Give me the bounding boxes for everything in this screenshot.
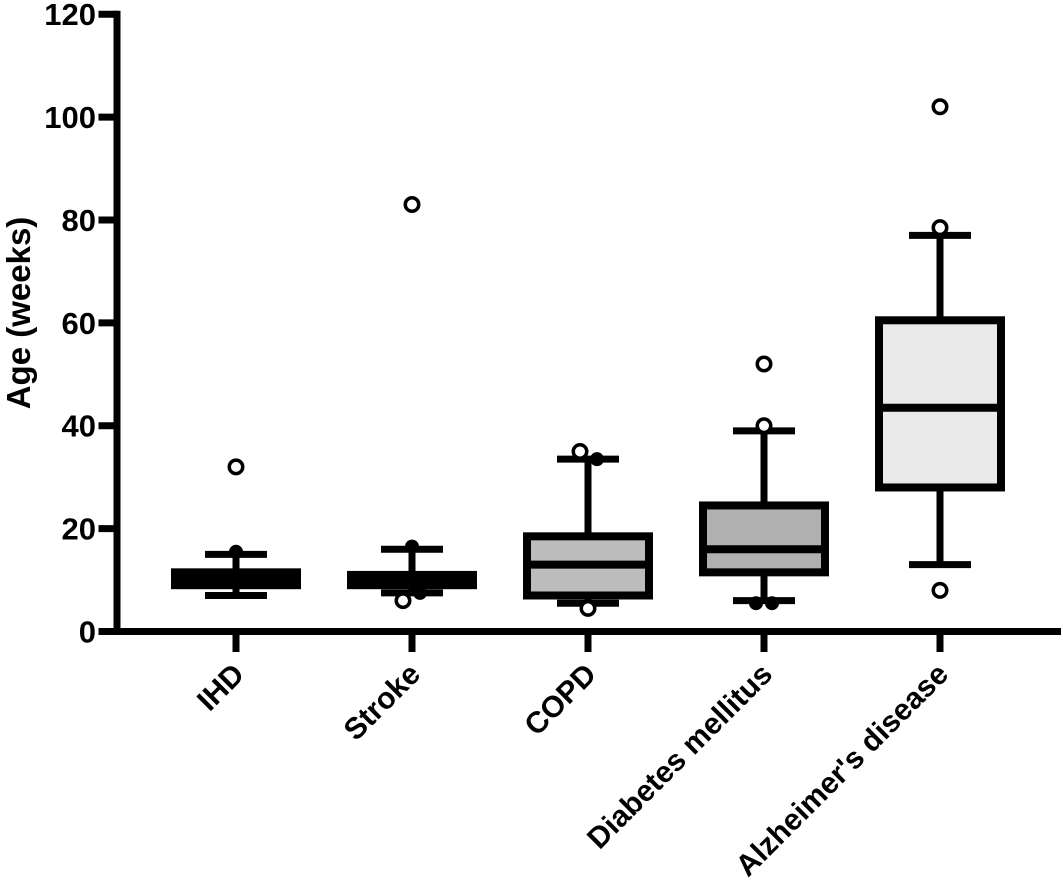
data-point-open	[931, 98, 949, 116]
data-point-open	[227, 458, 245, 476]
boxplot-alzheimer-s-disease	[875, 98, 1005, 599]
data-point-open	[571, 442, 589, 460]
y-axis-title: Age (weeks)	[0, 217, 37, 410]
data-point-filled	[765, 596, 779, 611]
boxplot-stroke	[347, 196, 477, 610]
x-category-label-stroke: Stroke	[338, 658, 427, 747]
y-tick-label-40: 40	[62, 409, 96, 444]
x-category-label-ihd: IHD	[191, 658, 251, 718]
y-tick-label-80: 80	[62, 203, 96, 238]
y-tick-label-120: 120	[44, 0, 96, 32]
y-tick-label-0: 0	[79, 615, 96, 650]
y-axis-tick-labels: 0 20 40 60 80 100 120	[44, 0, 96, 650]
data-point-filled	[749, 596, 763, 611]
boxplot-diabetes-mellitus	[699, 355, 829, 611]
data-point-filled	[229, 544, 243, 559]
data-point-open	[579, 599, 597, 617]
y-tick-label-100: 100	[44, 100, 96, 135]
data-point-open	[931, 219, 949, 237]
data-point-filled	[590, 452, 604, 467]
x-category-label-diabetes-mellitus: Diabetes mellitus	[581, 658, 779, 856]
iqr-box	[699, 501, 829, 577]
box-plots	[171, 98, 1005, 617]
boxplot-copd	[523, 442, 653, 617]
data-point-open	[403, 196, 421, 214]
y-axis-ticks	[98, 10, 117, 635]
y-tick-label-60: 60	[62, 306, 96, 341]
boxplot-ihd	[171, 458, 301, 599]
data-point-open	[394, 592, 412, 610]
y-tick-label-20: 20	[62, 512, 96, 547]
data-point-open	[755, 417, 773, 435]
x-category-label-copd: COPD	[518, 658, 603, 743]
data-point-filled	[413, 585, 427, 600]
data-point-open	[755, 355, 773, 373]
x-axis-ticks	[232, 631, 944, 652]
data-point-filled	[405, 539, 419, 554]
data-point-open	[931, 581, 949, 599]
